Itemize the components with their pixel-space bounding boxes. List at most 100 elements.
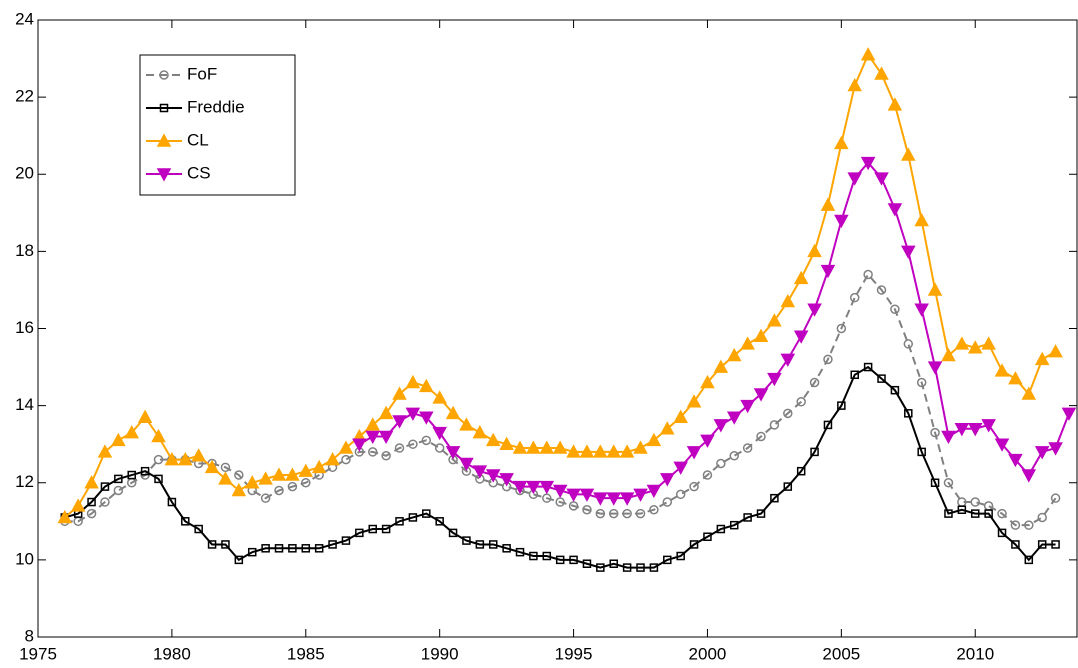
marker	[526, 480, 541, 495]
marker	[352, 438, 367, 452]
marker	[716, 458, 726, 469]
marker	[619, 492, 635, 506]
marker	[662, 497, 673, 507]
marker	[231, 482, 247, 497]
y-tick-label: 22	[15, 87, 34, 106]
marker	[247, 547, 257, 557]
marker	[970, 497, 980, 507]
marker	[954, 336, 970, 350]
marker	[983, 501, 994, 511]
marker	[700, 434, 715, 448]
marker	[676, 551, 685, 561]
x-tick-label: 1975	[19, 644, 57, 663]
marker	[753, 328, 769, 342]
marker	[381, 451, 391, 461]
marker	[408, 439, 418, 449]
marker	[113, 485, 124, 496]
marker	[301, 478, 311, 488]
marker	[917, 447, 926, 457]
marker	[593, 444, 608, 458]
marker	[957, 505, 967, 514]
marker	[154, 474, 163, 484]
marker	[422, 509, 431, 518]
marker	[756, 431, 766, 442]
y-tick-label: 20	[15, 164, 34, 183]
marker	[622, 563, 632, 572]
marker	[981, 336, 996, 350]
marker	[930, 427, 940, 438]
marker	[84, 475, 99, 489]
legend-label: FoF	[187, 64, 217, 83]
marker	[512, 440, 528, 454]
marker	[686, 394, 702, 408]
marker	[445, 405, 461, 420]
marker	[499, 436, 514, 450]
y-tick-label: 16	[15, 318, 34, 337]
marker	[901, 147, 916, 161]
marker	[606, 444, 621, 458]
marker	[863, 362, 873, 372]
marker	[740, 399, 755, 414]
marker	[608, 508, 619, 519]
marker	[994, 438, 1010, 452]
marker	[820, 197, 836, 211]
marker	[646, 432, 662, 447]
marker	[981, 419, 996, 433]
marker	[325, 452, 340, 466]
marker	[729, 520, 739, 530]
marker	[218, 471, 233, 485]
marker	[742, 443, 753, 453]
marker	[579, 444, 595, 458]
marker	[675, 489, 686, 500]
marker	[1051, 540, 1060, 549]
marker	[660, 421, 675, 435]
marker	[823, 420, 833, 430]
marker	[153, 454, 164, 465]
marker	[207, 540, 217, 549]
marker	[445, 446, 461, 460]
marker	[274, 544, 284, 553]
marker	[753, 388, 769, 402]
marker	[997, 508, 1007, 519]
marker	[405, 407, 421, 421]
marker	[649, 504, 659, 515]
marker	[622, 508, 632, 519]
marker	[729, 451, 739, 461]
marker	[86, 508, 97, 519]
marker	[542, 551, 552, 561]
marker	[887, 97, 903, 111]
marker	[328, 540, 337, 549]
marker	[689, 540, 699, 549]
marker	[261, 544, 270, 553]
marker	[378, 430, 394, 445]
marker	[1061, 407, 1077, 421]
marker	[877, 374, 886, 383]
marker	[783, 482, 793, 491]
marker	[394, 443, 405, 453]
marker	[943, 478, 954, 488]
marker	[767, 313, 782, 327]
marker	[713, 359, 729, 373]
marker	[552, 440, 568, 454]
marker	[529, 551, 538, 561]
series-line	[358, 161, 1070, 500]
marker	[1050, 493, 1061, 503]
marker	[97, 444, 113, 458]
marker	[673, 409, 688, 423]
marker	[901, 245, 916, 259]
marker	[916, 377, 927, 388]
marker	[365, 417, 380, 431]
marker	[663, 555, 672, 565]
marker	[1037, 512, 1047, 523]
marker	[311, 459, 327, 474]
marker	[633, 488, 648, 502]
marker	[780, 353, 796, 367]
marker	[178, 452, 193, 466]
marker	[512, 480, 528, 495]
marker	[807, 243, 822, 258]
marker	[434, 443, 445, 453]
marker	[271, 467, 287, 481]
marker	[287, 481, 298, 492]
marker	[100, 497, 110, 507]
